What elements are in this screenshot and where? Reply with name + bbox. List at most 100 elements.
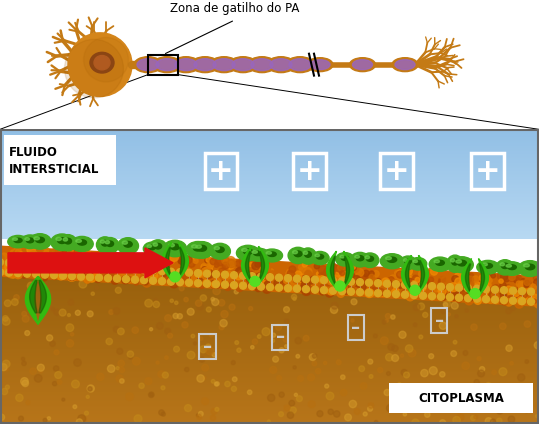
Polygon shape [466,264,471,291]
Circle shape [292,294,296,299]
Circle shape [418,303,425,310]
Circle shape [294,284,300,290]
Circle shape [499,290,506,298]
Circle shape [429,367,437,375]
Circle shape [51,248,59,257]
Ellipse shape [526,264,535,270]
Circle shape [335,265,343,273]
Circle shape [232,377,237,382]
Circle shape [472,276,481,285]
Circle shape [252,339,258,344]
Circle shape [134,272,140,277]
Ellipse shape [153,57,181,73]
Circle shape [191,276,197,282]
Ellipse shape [26,238,34,243]
Circle shape [340,284,347,291]
Circle shape [15,253,19,258]
Circle shape [267,394,275,402]
Circle shape [66,340,74,347]
Ellipse shape [350,252,369,267]
Circle shape [406,279,413,287]
Circle shape [195,280,202,287]
Circle shape [84,271,92,279]
Circle shape [24,270,31,277]
Circle shape [85,411,88,415]
Text: Zona de gatilho do PA: Zona de gatilho do PA [170,2,300,15]
Circle shape [57,380,62,384]
Circle shape [490,419,496,424]
Text: –: – [351,318,360,337]
Circle shape [483,275,490,282]
Circle shape [419,335,423,339]
Circle shape [91,265,96,271]
Circle shape [437,284,441,288]
Circle shape [492,292,499,299]
Circle shape [119,258,126,265]
Circle shape [32,257,38,264]
Circle shape [332,271,337,276]
Circle shape [66,324,74,332]
Circle shape [202,255,211,264]
Circle shape [46,265,53,272]
Polygon shape [0,246,539,306]
Circle shape [164,315,171,321]
Circle shape [54,263,59,268]
Circle shape [382,320,386,324]
Circle shape [55,267,60,271]
Circle shape [248,271,254,276]
Circle shape [27,264,36,271]
Ellipse shape [156,59,178,71]
Circle shape [20,245,26,252]
Ellipse shape [349,58,376,72]
Circle shape [32,261,39,268]
Circle shape [351,299,357,305]
Circle shape [41,265,46,270]
Circle shape [85,267,93,275]
Ellipse shape [63,238,67,241]
Circle shape [455,294,462,301]
Circle shape [345,276,351,282]
Circle shape [517,374,525,381]
Circle shape [96,373,104,380]
Circle shape [405,287,411,293]
Circle shape [285,274,291,281]
Circle shape [457,413,464,421]
Circle shape [154,298,158,302]
Circle shape [535,402,539,409]
Circle shape [239,257,247,265]
Circle shape [75,248,85,257]
Circle shape [84,276,91,283]
Circle shape [215,382,219,386]
Circle shape [397,270,403,276]
Ellipse shape [385,257,391,260]
Circle shape [506,345,512,351]
Circle shape [286,283,291,289]
Circle shape [22,273,27,278]
Circle shape [206,307,211,312]
Circle shape [533,282,537,286]
Polygon shape [461,259,472,296]
Circle shape [249,277,256,284]
Circle shape [326,277,330,282]
Circle shape [55,253,64,262]
Circle shape [126,276,132,282]
Circle shape [524,284,528,288]
Ellipse shape [267,57,295,73]
Circle shape [231,361,235,365]
Circle shape [518,281,526,289]
Circle shape [348,278,355,285]
Circle shape [99,261,105,266]
Circle shape [84,276,91,283]
Circle shape [195,270,202,277]
Circle shape [486,382,491,388]
Ellipse shape [458,260,467,266]
Circle shape [331,302,338,309]
Circle shape [501,287,508,294]
Ellipse shape [289,59,311,71]
Circle shape [482,296,489,303]
Circle shape [439,292,447,300]
Circle shape [223,279,227,284]
Circle shape [517,297,524,304]
Ellipse shape [483,263,493,268]
Circle shape [78,267,84,273]
